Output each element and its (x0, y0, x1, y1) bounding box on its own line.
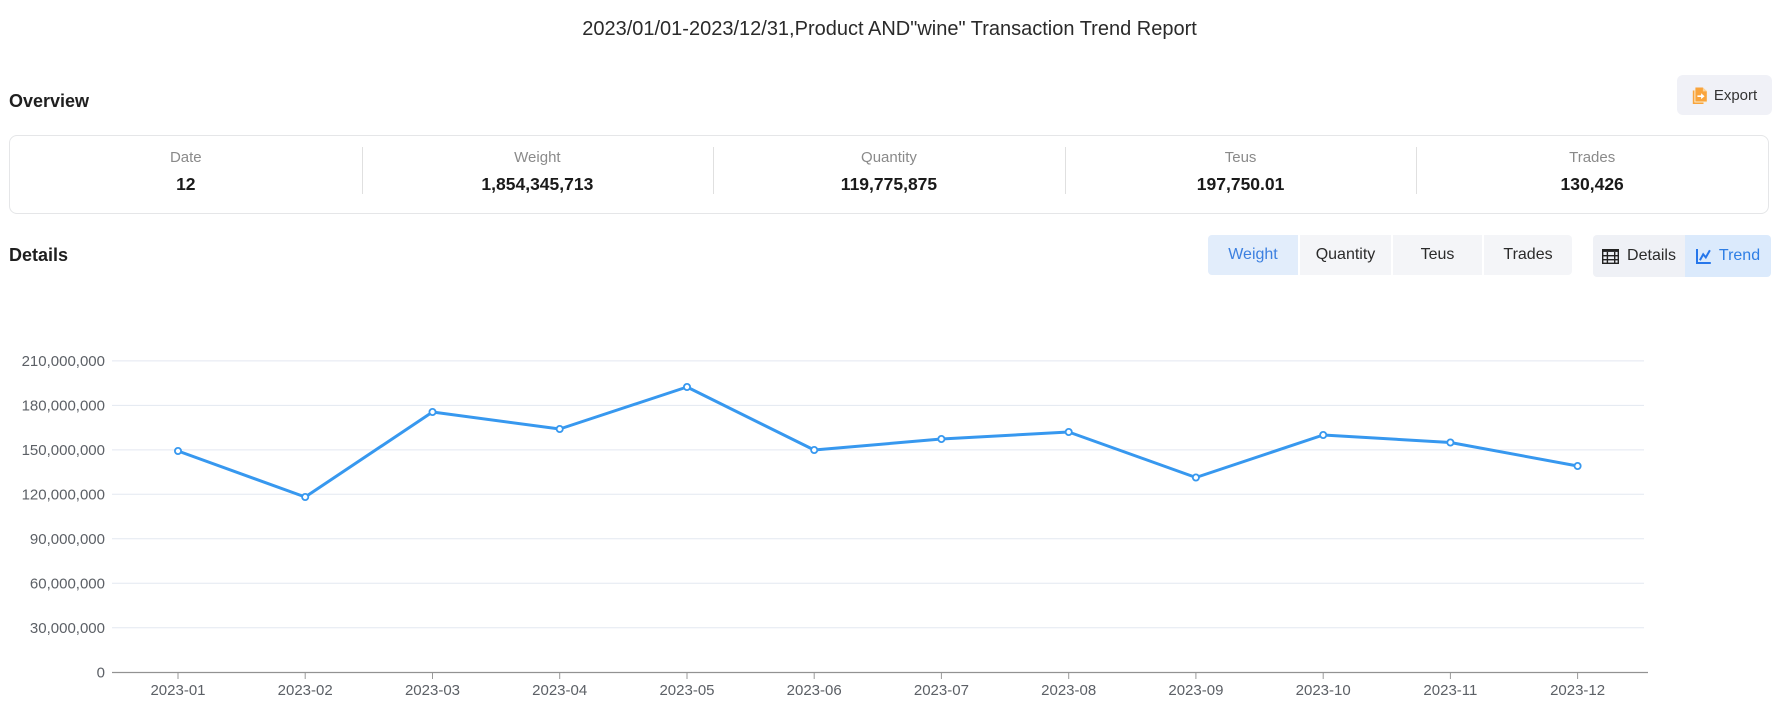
svg-text:2023-04: 2023-04 (532, 682, 587, 699)
svg-text:2023-03: 2023-03 (405, 682, 460, 699)
svg-text:2023-08: 2023-08 (1041, 682, 1096, 699)
svg-text:210,000,000: 210,000,000 (22, 353, 105, 370)
svg-text:120,000,000: 120,000,000 (22, 486, 105, 503)
svg-text:2023-02: 2023-02 (278, 682, 333, 699)
svg-text:2023-11: 2023-11 (1423, 682, 1477, 699)
svg-text:2023-01: 2023-01 (150, 682, 205, 699)
svg-text:0: 0 (97, 665, 105, 682)
svg-text:2023-09: 2023-09 (1168, 682, 1223, 699)
svg-text:2023-05: 2023-05 (659, 682, 714, 699)
svg-text:150,000,000: 150,000,000 (22, 442, 105, 459)
svg-text:90,000,000: 90,000,000 (30, 531, 105, 548)
svg-text:2023-10: 2023-10 (1296, 682, 1351, 699)
svg-text:180,000,000: 180,000,000 (22, 398, 105, 415)
svg-text:2023-07: 2023-07 (914, 682, 969, 699)
svg-text:60,000,000: 60,000,000 (30, 575, 105, 592)
svg-text:2023-06: 2023-06 (787, 682, 842, 699)
svg-text:30,000,000: 30,000,000 (30, 620, 105, 637)
svg-text:2023-12: 2023-12 (1550, 682, 1605, 699)
